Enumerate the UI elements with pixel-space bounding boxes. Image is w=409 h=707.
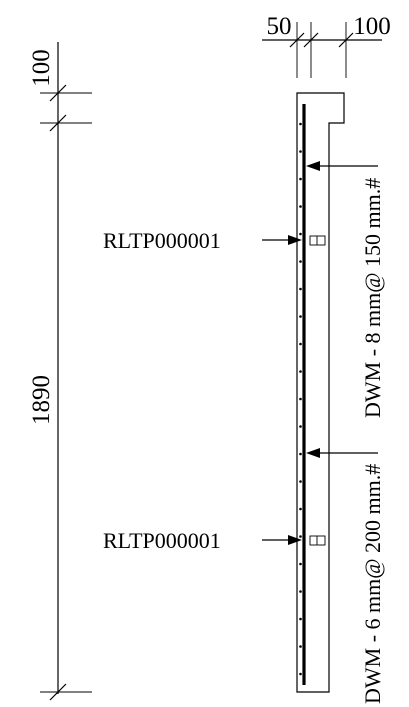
dim-tick-left — [289, 32, 305, 48]
mesh-lower-text: DWM - 6 mm@ 200 mm.# — [360, 464, 385, 704]
rebar-dot — [299, 342, 302, 346]
rebar-dot — [299, 370, 302, 373]
dim-tick-right — [338, 32, 354, 48]
rebar-dot — [299, 645, 302, 648]
mesh-callout-upper: DWM - 8 mm@ 150 mm.# — [306, 161, 385, 418]
anchor-embed-lower — [309, 535, 326, 546]
dim-text-100: 100 — [353, 13, 391, 40]
anchor-plate-upper — [309, 235, 326, 246]
dim-text-main: 1890 — [28, 375, 55, 425]
anchor-upper-text: RLTP000001 — [103, 228, 221, 253]
rebar-dot — [299, 562, 302, 566]
rebar-dot — [299, 425, 302, 428]
rebar-dot — [299, 232, 302, 236]
anchor-embed-upper — [309, 235, 326, 246]
dim-text-50: 50 — [267, 13, 292, 40]
rebar-dot — [299, 177, 302, 181]
anchor-upper-arrowhead — [288, 235, 302, 245]
rebar-dot — [299, 617, 302, 621]
anchor-lower-arrowhead — [288, 535, 302, 545]
rebar-dots — [299, 122, 302, 676]
rebar-dot — [299, 260, 302, 263]
mesh-callout-lower: DWM - 6 mm@ 200 mm.# — [306, 448, 385, 704]
dim-tick-mid2 — [303, 32, 319, 48]
wall-outline — [296, 92, 345, 693]
dim-text-top: 100 — [28, 49, 55, 87]
anchor-plate-lower — [309, 535, 326, 546]
horizontal-dimension: 50 100 — [262, 13, 391, 78]
vertical-dimension: 100 1890 — [28, 42, 92, 701]
anchor-label-lower: RLTP000001 — [103, 528, 302, 553]
rebar-dot — [299, 122, 302, 126]
rebar-dot — [299, 150, 302, 153]
dim-tick-bottom — [49, 683, 67, 701]
rebar-dot — [299, 535, 302, 538]
rebar-dot — [299, 287, 302, 291]
rebar-dot — [299, 452, 302, 456]
anchor-lower-text: RLTP000001 — [103, 528, 221, 553]
rebar-dot — [299, 590, 302, 593]
rebar-dot — [299, 507, 302, 511]
dim-tick-top — [49, 84, 67, 102]
wall-section — [296, 92, 345, 693]
rebar-dot — [299, 205, 302, 208]
rebar-dot — [299, 315, 302, 318]
anchor-label-upper: RLTP000001 — [103, 228, 302, 253]
rebar-dot — [299, 480, 302, 483]
mesh-lower-arrowhead — [306, 448, 320, 458]
mesh-upper-arrowhead — [306, 161, 320, 171]
dim-tick-mid — [49, 114, 67, 132]
rebar-dot — [299, 672, 302, 676]
rebar-dot — [299, 397, 302, 401]
mesh-upper-text: DWM - 8 mm@ 150 mm.# — [360, 178, 385, 418]
